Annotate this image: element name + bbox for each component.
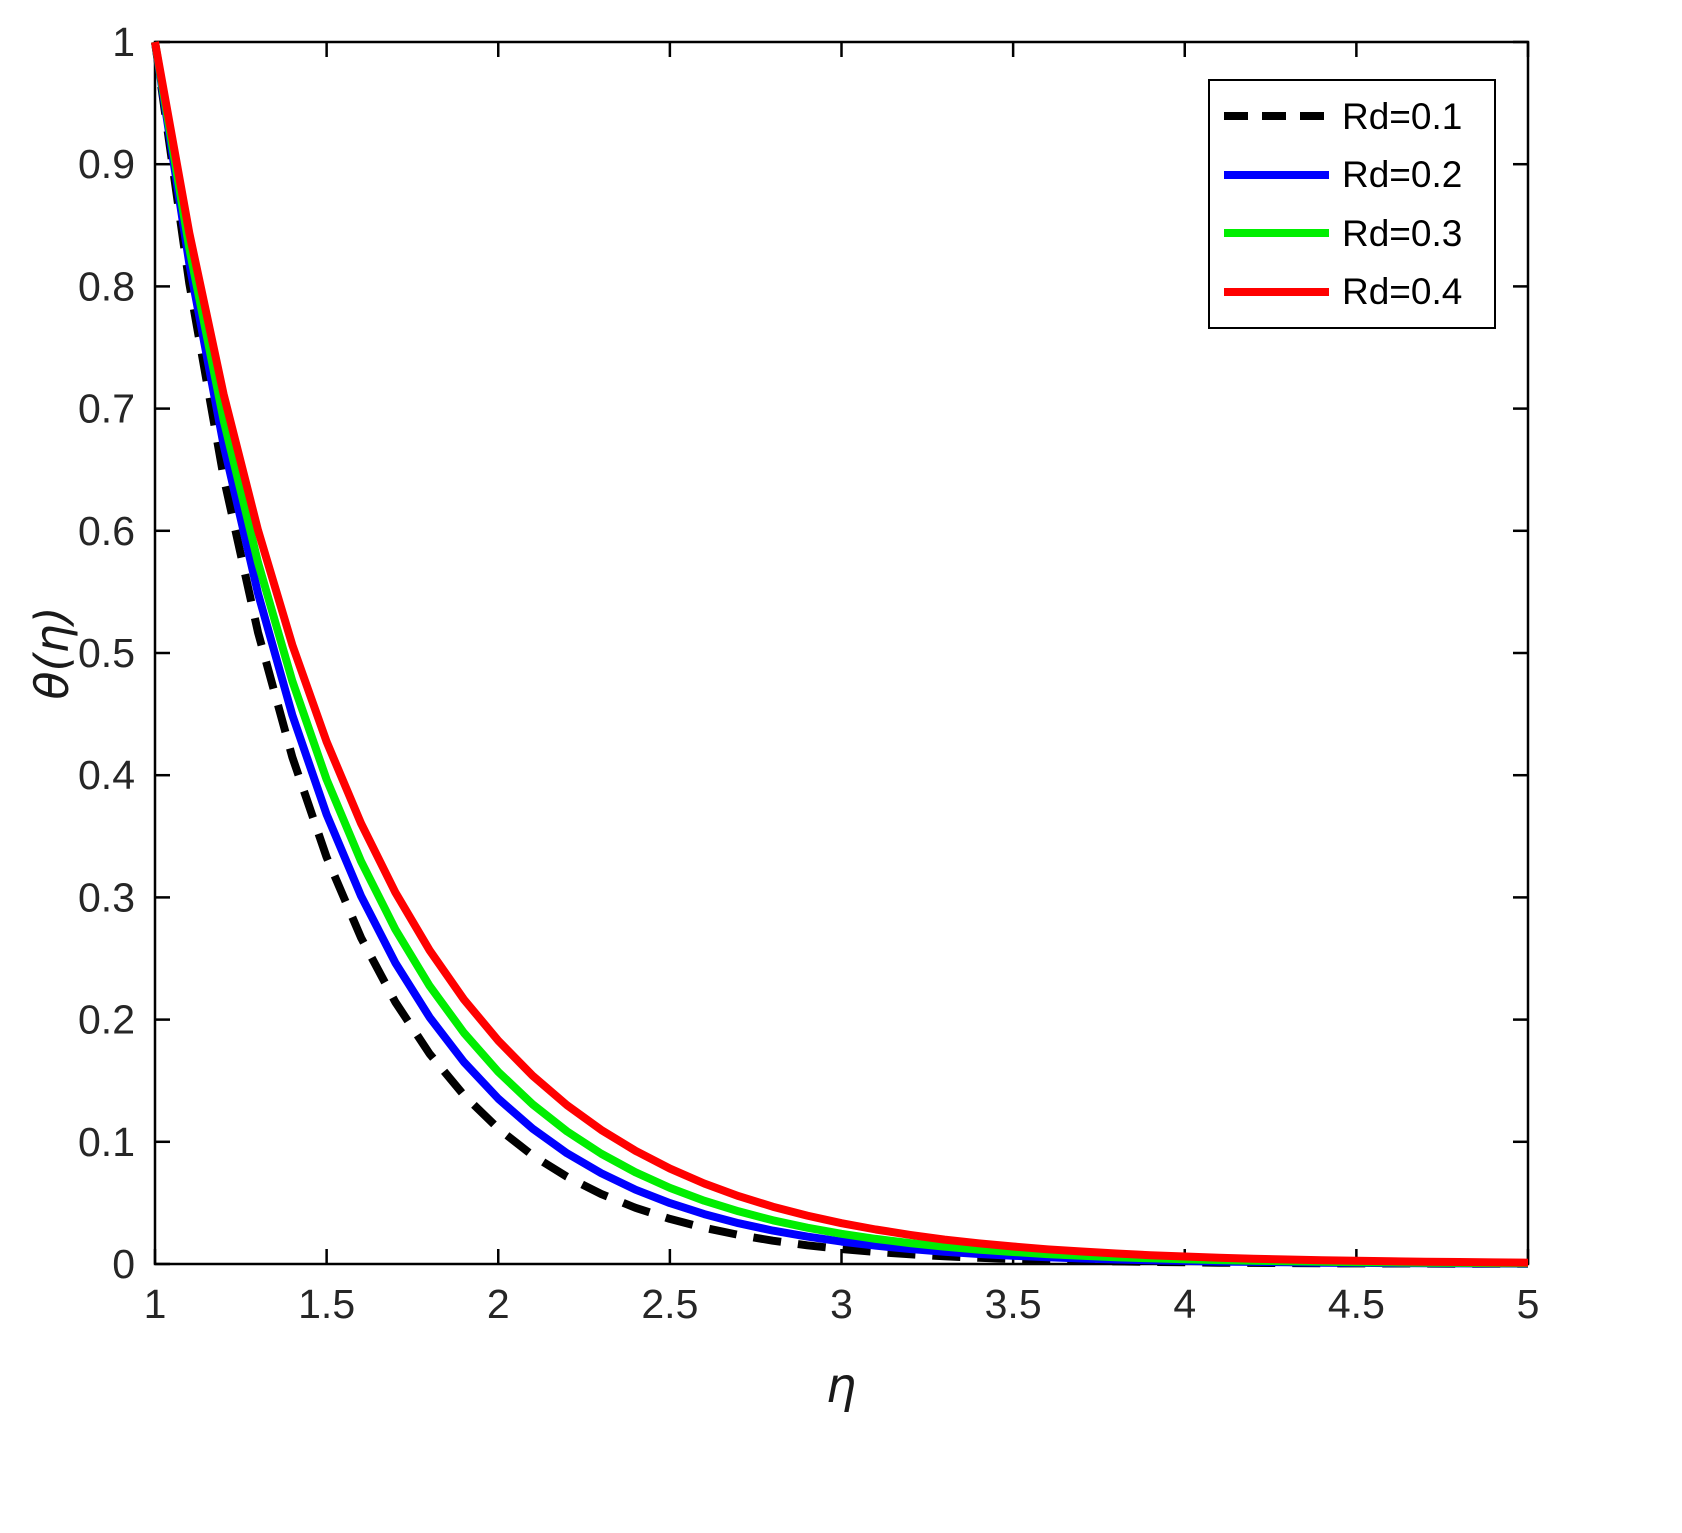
y-tick-label: 1 (112, 19, 135, 65)
x-tick-label: 3 (830, 1281, 853, 1327)
legend-label: Rd=0.4 (1342, 271, 1463, 313)
y-tick-label: 0.1 (78, 1119, 135, 1165)
x-tick-label: 4 (1173, 1281, 1196, 1327)
x-axis-label: η (825, 1358, 857, 1414)
y-tick-label: 0.4 (78, 752, 135, 798)
x-tick-label: 4.5 (1328, 1281, 1385, 1327)
curve-Rd=0.4 (151, 41, 1529, 1267)
legend-label: Rd=0.2 (1342, 154, 1463, 196)
legend-item: Rd=0.3 (1210, 215, 1494, 252)
y-tick-label: 0.7 (78, 386, 135, 432)
x-tick-label: 3.5 (985, 1281, 1042, 1327)
legend-item: Rd=0.2 (1210, 156, 1494, 193)
legend: Rd=0.1 Rd=0.2 Rd=0.3 Rd=0.4 (1208, 79, 1496, 329)
legend-label: Rd=0.3 (1342, 212, 1463, 254)
x-tick-label: 1.5 (298, 1281, 355, 1327)
legend-item: Rd=0.1 (1210, 98, 1494, 135)
y-tick-label: 0.9 (78, 141, 135, 187)
legend-item: Rd=0.4 (1210, 273, 1494, 310)
y-tick-label: 0.5 (78, 630, 135, 676)
legend-label: Rd=0.1 (1342, 95, 1463, 137)
x-tick-label: 1 (144, 1281, 167, 1327)
y-tick-label: 0 (112, 1241, 135, 1287)
x-tick-label: 2.5 (641, 1281, 698, 1327)
x-tick-label: 2 (487, 1281, 510, 1327)
legend-line-sample (1224, 170, 1329, 179)
legend-line-sample (1224, 112, 1329, 121)
y-tick-label: 0.8 (78, 263, 135, 309)
y-tick-label: 0.6 (78, 508, 135, 554)
legend-line-sample (1224, 287, 1329, 296)
y-tick-label: 0.2 (78, 997, 135, 1043)
x-tick-label: 5 (1517, 1281, 1540, 1327)
y-tick-label: 0.3 (78, 874, 135, 920)
y-axis-label: θ(η) (25, 606, 79, 700)
legend-line-sample (1224, 229, 1329, 238)
